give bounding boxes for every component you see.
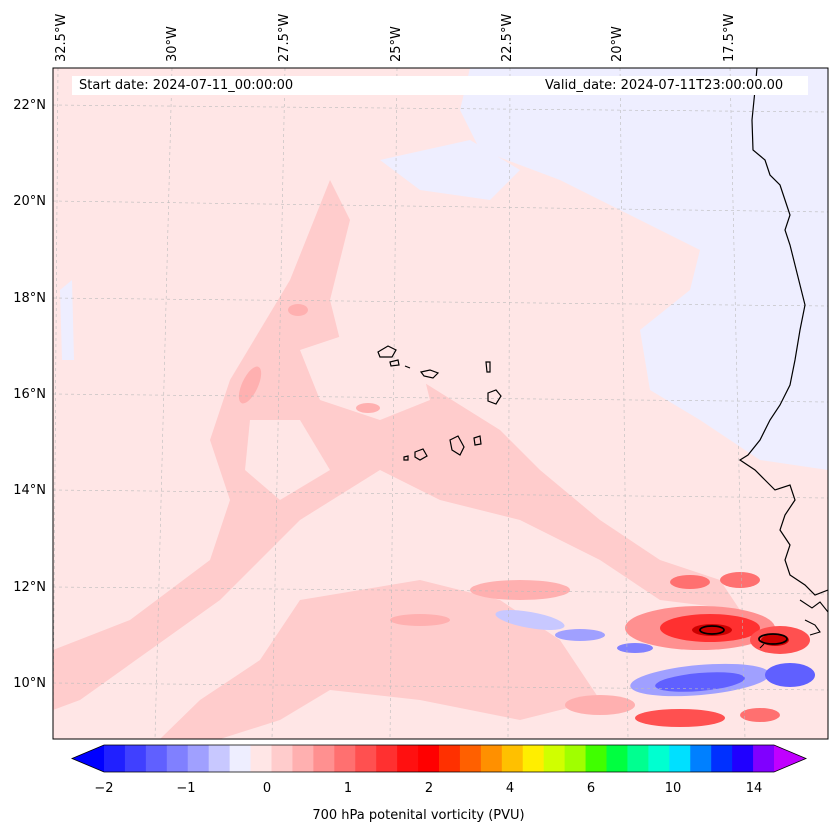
lat-label: 10°N [13, 676, 46, 691]
colorbar-segment [522, 745, 545, 772]
valid-date: Valid_date: 2024-07-11T23:00:00.00 [545, 78, 784, 93]
colorbar-segment [397, 745, 419, 772]
colorbar [70, 744, 808, 773]
colorbar-tick: 4 [505, 781, 515, 796]
colorbar-tick: 6 [586, 781, 596, 796]
colorbar-segment [732, 745, 754, 772]
colorbar-segment [690, 745, 712, 772]
lon-label: 30°W [165, 26, 180, 62]
colorbar-segment [711, 745, 733, 772]
lat-label: 14°N [13, 483, 46, 498]
colorbar-segment [124, 745, 147, 772]
colorbar-segment [606, 745, 628, 772]
colorbar-segment [250, 745, 272, 772]
date-header-box [72, 76, 808, 95]
lat-label: 22°N [13, 98, 46, 113]
colorbar-segment [418, 745, 440, 772]
coastline [738, 68, 828, 596]
colorbar-segment [501, 745, 524, 772]
colorbar-segment [669, 745, 691, 772]
colorbar-segment [229, 745, 252, 772]
colorbar-extend-max [774, 745, 806, 772]
start-date: Start date: 2024-07-11_00:00:00 [79, 78, 294, 93]
colorbar-tick: −1 [176, 781, 196, 796]
colorbar-extend-min [72, 745, 104, 772]
colorbar-outline [70, 744, 808, 773]
colorbar-segment [753, 745, 775, 772]
colorbar-segment [271, 745, 293, 772]
colorbar-segment [648, 745, 670, 772]
colorbar-tick: 14 [745, 781, 763, 796]
colorbar-segment [208, 745, 231, 772]
lat-label: 20°N [13, 194, 46, 209]
colorbar-segment [543, 745, 566, 772]
lat-label: 12°N [13, 580, 46, 595]
colorbar-segment [585, 745, 607, 772]
lon-label: 20°W [610, 26, 625, 62]
lat-label: 18°N [13, 291, 46, 306]
colorbar-segment [627, 745, 649, 772]
lon-label: 22.5°W [500, 13, 515, 62]
colorbar-segment [292, 745, 314, 772]
lat-label: 16°N [13, 387, 46, 402]
map-frame [52, 67, 829, 740]
colorbar-segment [376, 745, 398, 772]
colorbar-segment [187, 745, 210, 772]
colorbar-segment [145, 745, 168, 772]
colorbar-segment [459, 745, 482, 772]
colorbar-title: 700 hPa potenital vorticity (PVU) [312, 808, 525, 823]
island-outlines [377, 345, 502, 461]
colorbar-tick: 0 [262, 781, 272, 796]
colorbar-tick: −2 [94, 781, 114, 796]
colorbar-segment [564, 745, 587, 772]
colorbar-segment [480, 745, 503, 772]
colorbar-tick: 1 [343, 781, 353, 796]
colorbar-segment [313, 745, 335, 772]
lon-label: 32.5°W [54, 13, 69, 62]
colorbar-tick: 10 [664, 781, 682, 796]
colorbar-segment [439, 745, 461, 772]
colorbar-segment [334, 745, 356, 772]
colorbar-segment [355, 745, 377, 772]
lon-label: 25°W [389, 26, 404, 62]
pv-field [53, 68, 828, 739]
lon-label: 17.5°W [722, 13, 737, 62]
colorbar-segment [166, 745, 189, 772]
colorbar-segment [104, 745, 126, 772]
colorbar-tick: 2 [424, 781, 434, 796]
lon-label: 27.5°W [277, 13, 292, 62]
